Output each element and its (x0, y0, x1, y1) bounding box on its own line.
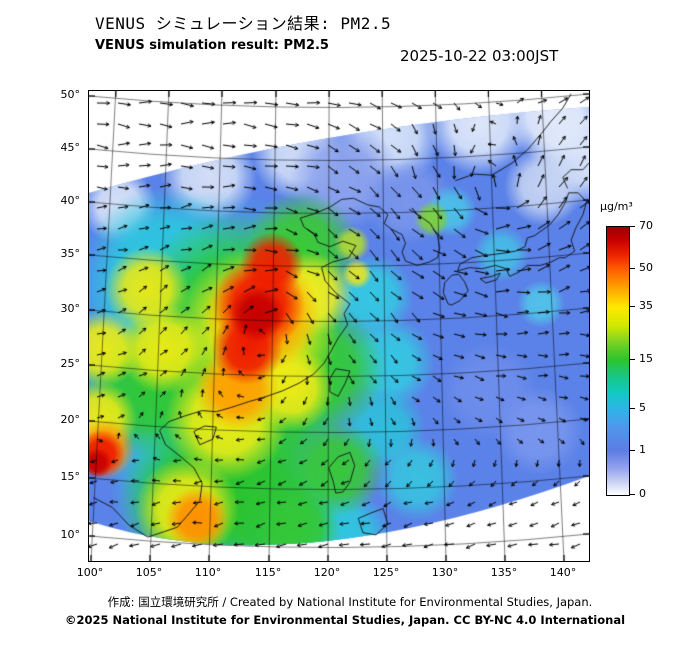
colorbar-tick-mark (630, 449, 635, 451)
colorbar-tick-label: 5 (639, 401, 646, 415)
lon-tick-label: 140° (549, 566, 577, 579)
lat-tick-label: 15° (60, 470, 81, 483)
timestamp: 2025-10-22 03:00JST (400, 47, 559, 65)
lon-tick-label: 100° (76, 566, 104, 579)
colorbar-tick-mark (630, 494, 635, 495)
colorbar: µg/m³ 70 50 35 15 5 1 0 (598, 200, 693, 510)
lat-tick-label: 25° (60, 357, 81, 370)
lon-tick-label: 125° (372, 566, 400, 579)
colorbar-tick-mark (630, 267, 635, 269)
lat-tick-label: 10° (60, 528, 81, 541)
colorbar-tick-mark (630, 358, 635, 360)
lat-tick-label: 50° (60, 88, 81, 101)
lon-tick-label: 120° (313, 566, 341, 579)
colorbar-tick-mark (630, 306, 635, 308)
credit-line: 作成: 国立環境研究所 / Created by National Instit… (107, 595, 593, 609)
page-title-japanese: VENUS シミュレーション結果: PM2.5 (95, 14, 392, 33)
lat-tick-label: 30° (60, 302, 81, 315)
page-title-english: VENUS simulation result: PM2.5 (95, 38, 329, 53)
lon-tick-label: 130° (431, 566, 459, 579)
colorbar-tick-mark (630, 408, 635, 410)
lon-tick-label: 115° (254, 566, 282, 579)
colorbar-tick-mark (630, 226, 635, 227)
lon-tick-label: 110° (194, 566, 222, 579)
colorbar-tick-label: 35 (639, 299, 653, 313)
lon-tick-label: 135° (490, 566, 518, 579)
pm25-heatmap-canvas (89, 91, 589, 561)
colorbar-unit-label: µg/m³ (600, 200, 633, 213)
lat-tick-label: 40° (60, 194, 81, 207)
colorbar-tick-label: 1 (639, 442, 646, 456)
colorbar-tick-label: 15 (639, 351, 653, 365)
lat-tick-label: 45° (60, 141, 81, 154)
colorbar-tick-label: 50 (639, 260, 653, 274)
colorbar-tick-label: 70 (639, 219, 653, 232)
lat-tick-label: 20° (60, 413, 81, 426)
lon-tick-label: 105° (135, 566, 163, 579)
colorbar-gradient (606, 226, 630, 496)
license-line: ©2025 National Institute for Environment… (64, 613, 626, 627)
map-plot-area (88, 90, 590, 562)
lat-tick-label: 35° (60, 247, 81, 260)
colorbar-tick-label: 0 (639, 487, 646, 500)
